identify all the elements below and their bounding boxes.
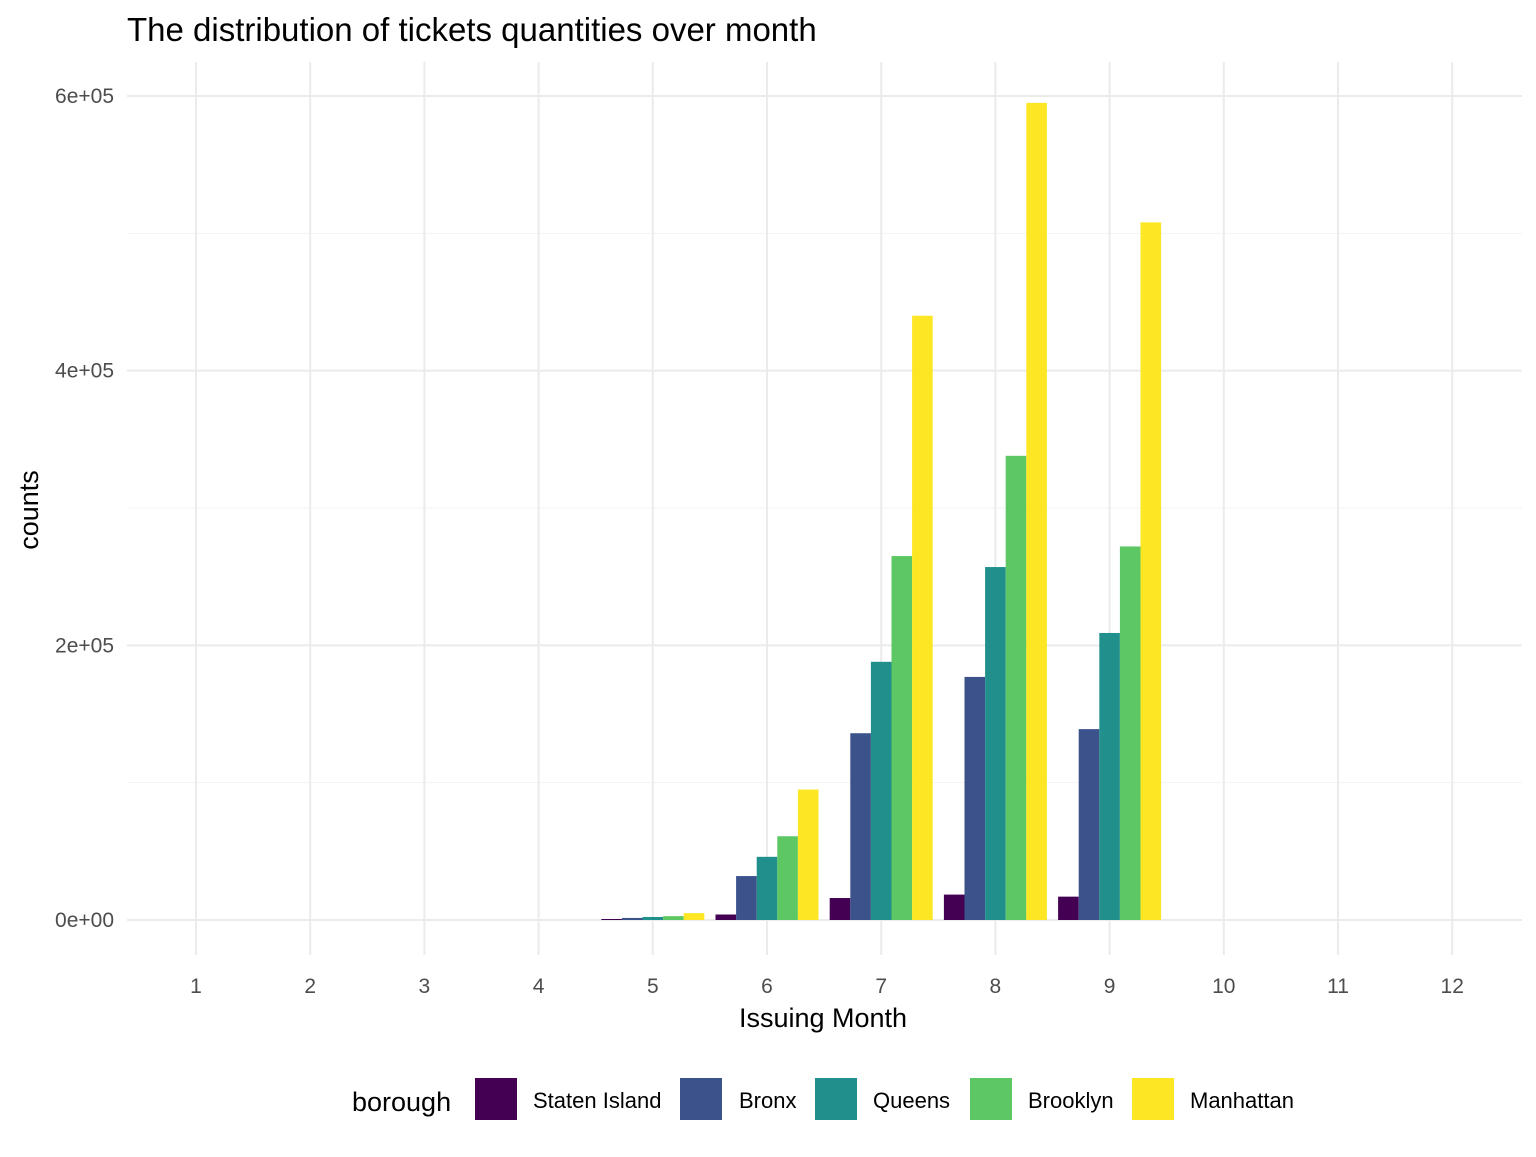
- x-tick-label: 9: [1104, 975, 1116, 998]
- legend-label-manhattan: Manhattan: [1190, 1088, 1294, 1113]
- bar-bronx-month-6: [736, 876, 757, 920]
- bar-manhattan-month-6: [797, 789, 819, 920]
- y-axis-ticks: 0e+00 2e+05 4e+05 6e+05: [55, 85, 114, 932]
- x-tick-label: 1: [190, 975, 202, 998]
- x-tick-label: 10: [1212, 975, 1235, 998]
- y-tick-label: 4e+05: [55, 360, 114, 383]
- legend: borough Staten Island Bronx Queens Brooklyn…: [352, 1078, 1294, 1120]
- bar-queens-month-6: [756, 856, 778, 920]
- bar-queens-month-5: [642, 916, 664, 920]
- bar-manhattan-month-7: [912, 315, 933, 921]
- bar-staten-island-month-8: [943, 894, 965, 920]
- x-axis-title: Issuing Month: [739, 1003, 907, 1033]
- legend-label-brooklyn: Brooklyn: [1028, 1088, 1114, 1113]
- x-tick-label: 7: [875, 975, 887, 998]
- bar-staten-island-month-5: [601, 919, 622, 920]
- x-tick-label: 11: [1327, 975, 1349, 998]
- bars: [601, 102, 1162, 921]
- legend-label-queens: Queens: [873, 1088, 950, 1113]
- legend-key-bronx: [680, 1078, 722, 1120]
- x-tick-label: 3: [419, 975, 431, 998]
- bar-bronx-month-5: [621, 917, 643, 920]
- bar-brooklyn-month-7: [891, 556, 913, 920]
- bar-manhattan-month-8: [1026, 102, 1047, 921]
- x-tick-label: 8: [990, 975, 1002, 998]
- bar-bronx-month-7: [850, 733, 871, 920]
- bar-queens-month-8: [985, 567, 1006, 920]
- x-tick-label: 12: [1441, 975, 1464, 998]
- bar-manhattan-month-5: [683, 913, 705, 920]
- y-tick-label: 0e+00: [55, 909, 114, 932]
- grid: [127, 62, 1522, 955]
- bar-staten-island-month-6: [715, 914, 737, 920]
- y-tick-label: 6e+05: [55, 85, 114, 108]
- legend-label-staten-island: Staten Island: [533, 1088, 661, 1113]
- legend-key-queens: [815, 1078, 857, 1120]
- legend-title: borough: [352, 1087, 451, 1117]
- bar-staten-island-month-9: [1058, 896, 1079, 920]
- x-tick-label: 4: [533, 975, 545, 998]
- bar-manhattan-month-9: [1140, 222, 1162, 921]
- x-tick-label: 5: [647, 975, 659, 998]
- bar-queens-month-7: [870, 661, 892, 920]
- x-axis-ticks: 1 2 3 4 5 6 7 8 9 10 11 12: [190, 975, 1464, 998]
- bar-brooklyn-month-9: [1119, 546, 1141, 920]
- bar-brooklyn-month-5: [663, 916, 684, 920]
- legend-label-bronx: Bronx: [739, 1088, 796, 1113]
- y-axis-title: counts: [14, 470, 44, 550]
- bar-brooklyn-month-6: [777, 836, 798, 920]
- y-tick-label: 2e+05: [55, 634, 114, 657]
- bar-queens-month-9: [1099, 632, 1120, 920]
- bar-bronx-month-9: [1078, 729, 1100, 920]
- chart-title: The distribution of tickets quantities o…: [127, 11, 817, 48]
- bar-staten-island-month-7: [829, 898, 851, 920]
- bar-bronx-month-8: [964, 676, 986, 920]
- x-tick-label: 6: [761, 975, 773, 998]
- x-tick-label: 2: [304, 975, 316, 998]
- legend-key-staten-island: [475, 1078, 517, 1120]
- legend-key-manhattan: [1132, 1078, 1174, 1120]
- bar-brooklyn-month-8: [1005, 455, 1027, 920]
- legend-key-brooklyn: [970, 1078, 1012, 1120]
